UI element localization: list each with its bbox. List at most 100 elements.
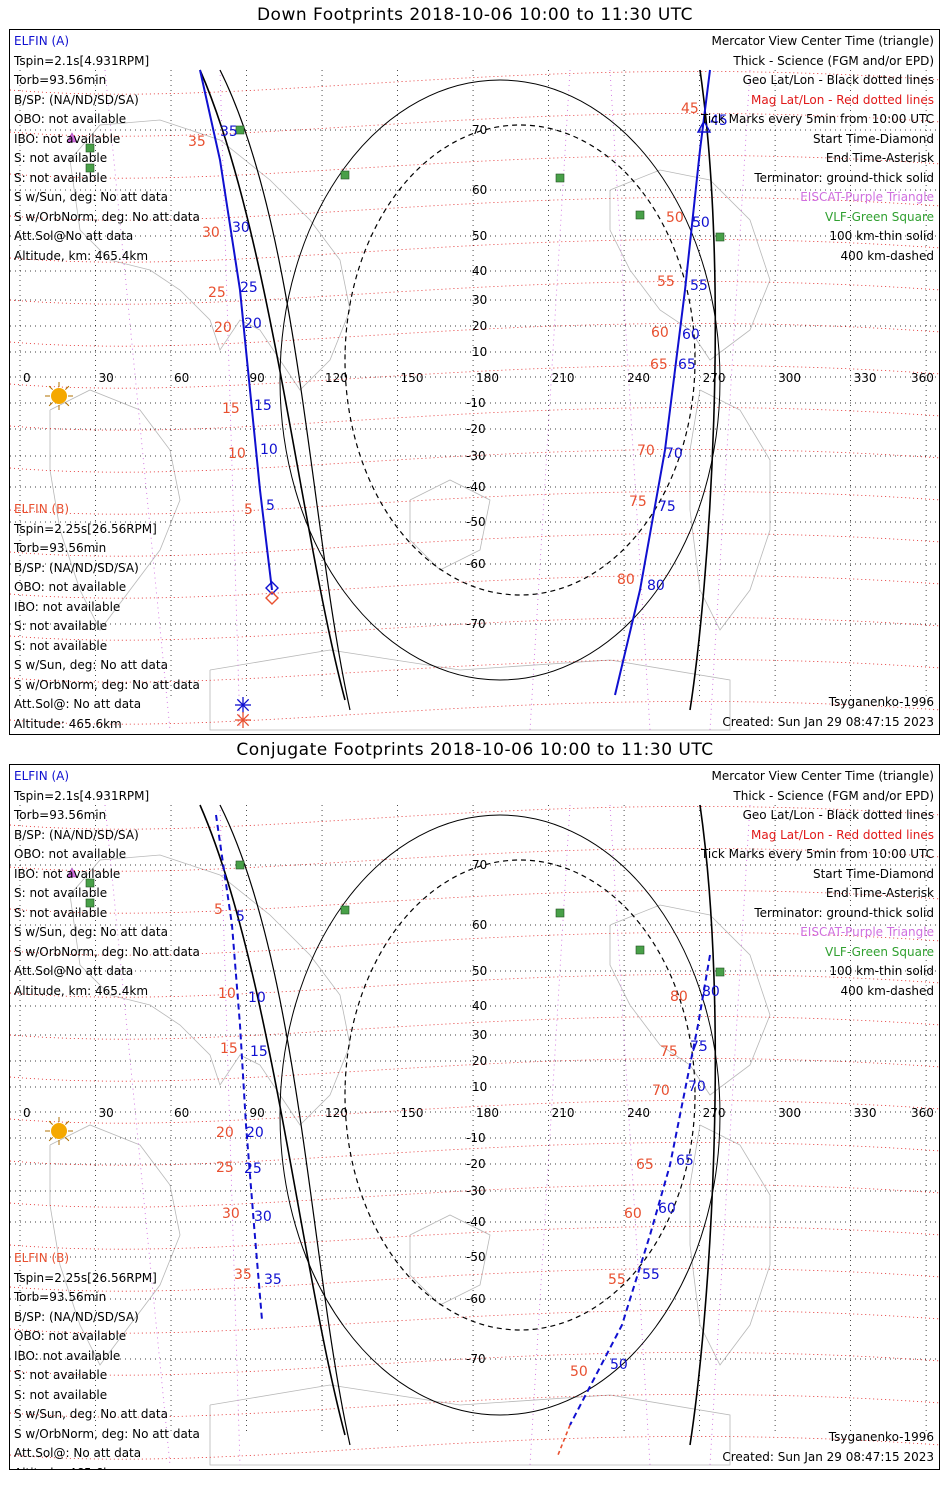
sat-b-line: OBO: not available [14, 580, 127, 594]
sat-b-name: ELFIN (B) [14, 502, 70, 516]
legend-item: End Time-Asterisk [825, 151, 934, 165]
footer: Tsyganenko-1996 Created: Sun Jan 29 08:4… [722, 693, 934, 732]
lon-tick-label: 0 [23, 1106, 31, 1120]
legend-item: Geo Lat/Lon - Black dotted lines [742, 808, 934, 822]
lat-tick-label: -30 [466, 449, 486, 463]
legend-item: EISCAT-Purple Triangle [800, 190, 934, 204]
coastline [49, 1124, 181, 1366]
sat-b-tick-label: 5 [244, 502, 253, 518]
asterisk-stroke [236, 713, 250, 727]
lon-tick-label: 30 [99, 371, 114, 385]
lon-tick-label: 90 [250, 371, 265, 385]
legend-item: Tick Marks every 5min from 10:00 UTC [700, 847, 934, 861]
legend: Mercator View Center Time (triangle) Thi… [701, 767, 934, 1001]
sat-b-tick-label: 75 [660, 1044, 678, 1060]
coastline [609, 904, 771, 1096]
sat-b-altitude: Altitude: 465.6km [14, 1464, 200, 1470]
lat-tick-label: -10 [466, 396, 486, 410]
lat-tick-label: 20 [472, 319, 487, 333]
sat-b-tick-label: 10 [228, 446, 246, 462]
lat-tick-label: -60 [466, 1292, 486, 1306]
sat-b-tick-label: 65 [650, 357, 668, 373]
sat-b-tick-label: 55 [657, 274, 675, 290]
sun-disc [51, 1123, 67, 1139]
altitude-100km-oval [279, 814, 721, 1416]
altitude-400km-oval [344, 859, 696, 1331]
sat-b-line: Att.Sol@: No att data [14, 697, 142, 711]
lon-tick-label: 180 [476, 1106, 499, 1120]
terminator-line [199, 69, 346, 701]
lon-tick-label: 330 [854, 371, 877, 385]
lat-tick-label: -50 [466, 515, 486, 529]
sat-b-track [557, 1424, 571, 1456]
sat-b-line: Att.Sol@: No att data [14, 1446, 142, 1460]
coastline [609, 169, 771, 361]
sat-b-line: Torb=93.56min [14, 541, 107, 555]
sat-b-line: S w/Sun, deg: No att data [14, 1407, 168, 1421]
eiscat-meridian [609, 804, 651, 1466]
sat-b-tick-label: 15 [220, 1041, 238, 1057]
sat-a-tick-label: 5 [266, 498, 275, 514]
lon-tick-label: 90 [250, 1106, 265, 1120]
sat-a-line: Altitude, km: 465.4km [14, 248, 149, 263]
purple-triangle-icon [66, 867, 78, 878]
sat-a-line: B/SP: (NA/ND/SD/SA) [14, 92, 139, 107]
created-date: Created: Sun Jan 29 08:47:15 2023 [722, 1449, 934, 1464]
sat-a-tick-label: 15 [254, 398, 272, 414]
sun-ray [48, 402, 53, 407]
lat-tick-label: -30 [466, 1184, 486, 1198]
lat-tick-label: -20 [466, 1157, 486, 1171]
sat-a-line: B/SP: (NA/ND/SD/SA) [14, 827, 139, 842]
lat-tick-label: 60 [472, 183, 487, 197]
sat-a-tick-label: 15 [250, 1044, 268, 1060]
eiscat-meridian [104, 804, 171, 1466]
legend-item: End Time-Asterisk [825, 886, 934, 900]
diamond-icon [265, 591, 279, 605]
sun-icon [45, 382, 73, 410]
sat-b-line: S w/Sun, deg: No att data [14, 658, 168, 672]
lat-tick-label: -20 [466, 422, 486, 436]
sat-a-tick-label: 30 [254, 1209, 272, 1225]
sat-b-tick-label: 15 [222, 401, 240, 417]
sat-b-tick-label: 35 [188, 134, 206, 150]
sat-b-tick-label: 10 [218, 986, 236, 1002]
legend-item: 400 km-dashed [840, 248, 934, 263]
triangle-icon [696, 119, 712, 133]
model-name: Tsyganenko-1996 [828, 695, 934, 709]
panel-title-down: Down Footprints 2018-10-06 10:00 to 11:3… [256, 5, 694, 25]
lat-tick-label: 20 [472, 1054, 487, 1068]
sat-a-line: S: not available [14, 151, 108, 165]
lat-tick-label: -40 [466, 1215, 486, 1229]
sat-b-line: S w/OrbNorm, deg: No att data [14, 677, 200, 692]
lon-tick-label: 30 [99, 1106, 114, 1120]
sat-b-tick-label: 60 [651, 325, 669, 341]
sat-a-tick-label: 55 [690, 278, 708, 294]
coastline [209, 1384, 731, 1466]
sun-ray [65, 1137, 70, 1142]
sat-b-line: Torb=93.56min [14, 1290, 107, 1304]
sun-ray [48, 1120, 53, 1125]
sat-b-line: IBO: not available [14, 1348, 121, 1363]
sat-a-line: S w/Sun, deg: No att data [14, 190, 168, 204]
eiscat-meridian [709, 69, 751, 731]
green-square-icon [715, 232, 725, 242]
footer: Tsyganenko-1996 Created: Sun Jan 29 08:4… [722, 1428, 934, 1467]
green-square-icon [85, 163, 95, 173]
sat-a-track [614, 69, 711, 696]
legend-item: VLF-Green Square [825, 944, 934, 959]
sat-b-tick-label: 80 [670, 989, 688, 1005]
sun-disc [51, 388, 67, 404]
sun-ray [65, 1120, 70, 1125]
sat-b-tick-label: 30 [202, 225, 220, 241]
sat-a-name: ELFIN (A) [14, 769, 70, 783]
lat-tick-label: -70 [466, 617, 486, 631]
sat-a-tick-label: 80 [702, 984, 720, 1000]
purple-triangle-icon [66, 132, 78, 143]
sat-a-tick-label: 50 [692, 215, 710, 231]
sun-ray [48, 1137, 53, 1142]
legend-item: Geo Lat/Lon - Black dotted lines [742, 73, 934, 87]
diamond-icon [265, 581, 279, 595]
sat-b-line: OBO: not available [14, 1329, 127, 1343]
sat-a-name: ELFIN (A) [14, 34, 70, 48]
sat-a-tick-label: 10 [260, 442, 278, 458]
